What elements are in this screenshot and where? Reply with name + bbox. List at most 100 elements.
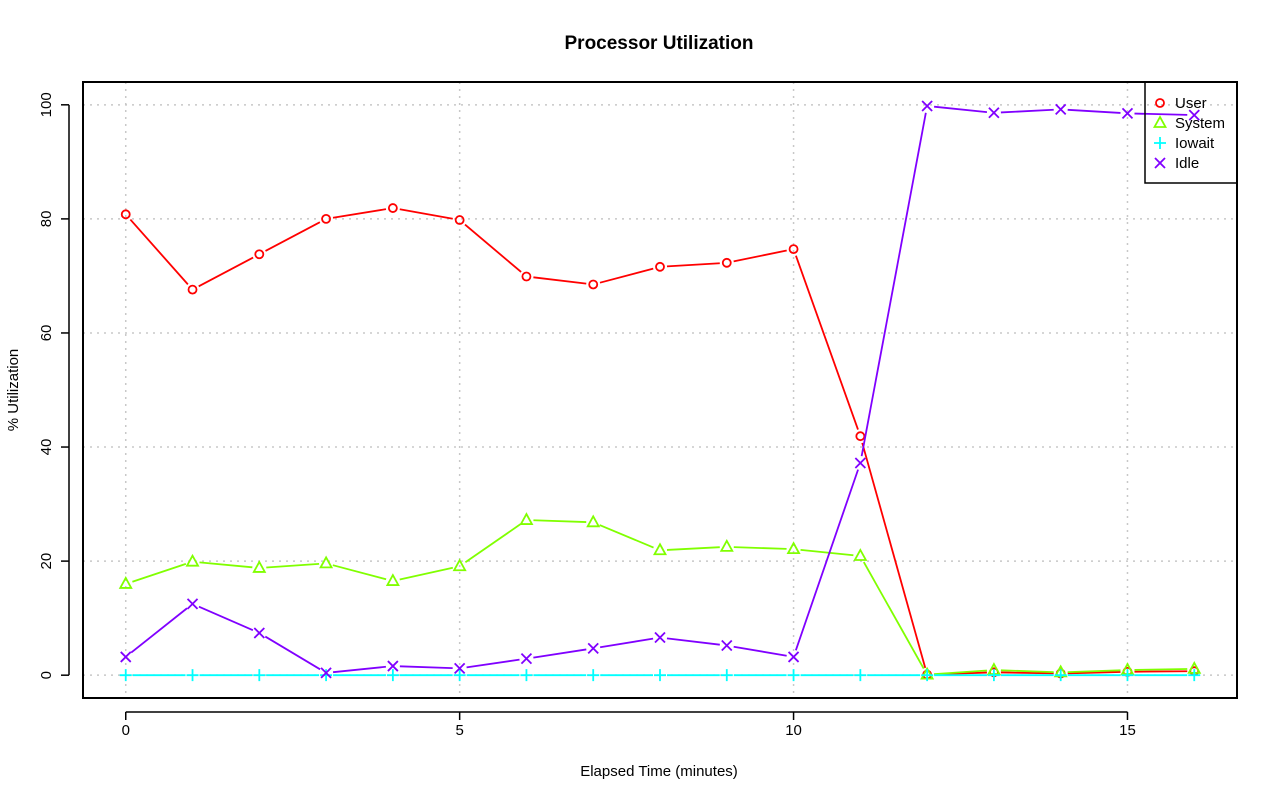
legend-label-system: System bbox=[1175, 115, 1225, 132]
series-system-point bbox=[786, 541, 801, 555]
series-iowait-point bbox=[587, 669, 600, 682]
series-system-point bbox=[185, 553, 200, 567]
series-system-segment bbox=[533, 519, 587, 523]
series-iowait-point bbox=[453, 669, 466, 682]
series-user-segment bbox=[666, 262, 720, 268]
legend-marker-system bbox=[1152, 115, 1168, 128]
series-iowait-point bbox=[987, 669, 1000, 682]
series-idle-point bbox=[787, 651, 800, 663]
series-iowait-point bbox=[520, 669, 533, 682]
series-idle-segment bbox=[399, 665, 453, 670]
y-axis-label: % Utilization bbox=[5, 349, 22, 432]
series-user-segment bbox=[265, 221, 321, 252]
series-idle-point bbox=[520, 653, 533, 665]
series-idle-point bbox=[1121, 107, 1134, 120]
series-idle-segment bbox=[264, 635, 321, 671]
legend-label-user: User bbox=[1175, 95, 1207, 112]
series-iowait-point bbox=[1054, 669, 1067, 682]
y-tick-label: 20 bbox=[38, 553, 55, 570]
series-user-segment bbox=[599, 267, 654, 284]
plot-frame bbox=[82, 81, 1238, 699]
legend-box bbox=[1144, 81, 1238, 184]
legend-label-idle: Idle bbox=[1175, 155, 1199, 172]
series-system-point bbox=[319, 555, 334, 569]
series-user-segment bbox=[533, 276, 587, 285]
series-idle-segment bbox=[733, 645, 787, 657]
legend-marker-idle bbox=[1154, 157, 1166, 169]
series-iowait bbox=[119, 669, 1201, 682]
series-idle-segment bbox=[198, 605, 254, 632]
series-system-segment bbox=[266, 562, 320, 569]
series-idle-segment bbox=[599, 637, 654, 649]
series-idle-point bbox=[1055, 103, 1067, 116]
series-idle-point bbox=[988, 107, 1000, 119]
series-iowait-point bbox=[854, 669, 867, 682]
x-tick-label: 0 bbox=[122, 722, 130, 739]
series-iowait-point bbox=[386, 669, 399, 682]
y-tick-label: 80 bbox=[38, 211, 55, 228]
series-system-segment bbox=[1134, 668, 1188, 671]
series-user-segment bbox=[795, 255, 859, 430]
x-axis-label: Elapsed Time (minutes) bbox=[580, 763, 738, 780]
series-system-segment bbox=[464, 523, 522, 564]
series-user-segment bbox=[399, 208, 453, 220]
series-user-segment bbox=[733, 249, 787, 263]
series-user-segment bbox=[129, 218, 189, 285]
legend-marker-user bbox=[1155, 98, 1165, 108]
series-system-segment bbox=[1000, 669, 1054, 673]
series-idle-point bbox=[587, 642, 599, 655]
series-idle-segment bbox=[860, 112, 927, 457]
series-idle-segment bbox=[934, 105, 988, 113]
series-idle-segment bbox=[332, 665, 386, 674]
series-idle-point bbox=[454, 662, 466, 674]
series-idle-point bbox=[387, 660, 399, 672]
series-idle-segment bbox=[1000, 108, 1054, 114]
axes: 0 5 10 15 0 20 40 60 80 100 bbox=[38, 92, 1136, 739]
series-iowait-point bbox=[1188, 669, 1201, 682]
legend-label-iowait: Iowait bbox=[1175, 135, 1215, 152]
series-system-segment bbox=[800, 548, 854, 557]
series-system-segment bbox=[666, 546, 720, 551]
series-user-segment bbox=[861, 442, 927, 669]
series-user-point bbox=[187, 284, 198, 295]
series-system-segment bbox=[132, 563, 187, 583]
series-system-segment bbox=[199, 561, 253, 569]
series-user-point bbox=[387, 203, 398, 213]
x-tick-label: 10 bbox=[785, 722, 802, 739]
series-idle-point bbox=[1188, 109, 1200, 121]
series-system-segment bbox=[1067, 669, 1121, 673]
series-user-segment bbox=[332, 208, 387, 219]
series-system-point bbox=[853, 548, 868, 561]
series-system-segment bbox=[399, 566, 454, 581]
series-system-point bbox=[586, 514, 601, 528]
series-system-point bbox=[719, 538, 734, 552]
series-system-point bbox=[252, 560, 267, 573]
series-idle-segment bbox=[1067, 108, 1121, 114]
series-iowait-point bbox=[1121, 669, 1134, 682]
y-tick-label: 60 bbox=[38, 325, 55, 342]
series-iowait-point bbox=[186, 669, 199, 682]
series-user bbox=[120, 203, 1200, 680]
series-user-point bbox=[254, 249, 265, 260]
x-tick-label: 15 bbox=[1119, 722, 1136, 739]
series-iowait-point bbox=[654, 669, 666, 682]
series-iowait-point bbox=[720, 669, 733, 682]
chart-title: Processor Utilization bbox=[565, 33, 754, 54]
series-user-segment bbox=[464, 223, 522, 273]
series-idle-segment bbox=[794, 469, 859, 651]
series-idle-point bbox=[320, 667, 332, 679]
series-user-point bbox=[454, 215, 465, 225]
series-user-point bbox=[655, 261, 665, 272]
series-idle-segment bbox=[533, 648, 587, 659]
series-system-segment bbox=[599, 524, 654, 549]
series-user-segment bbox=[1000, 671, 1054, 675]
legend-marker-iowait bbox=[1154, 137, 1166, 149]
series-idle-segment bbox=[466, 658, 520, 669]
series-system-point bbox=[452, 558, 467, 572]
series-idle-segment bbox=[130, 607, 188, 654]
series-idle-point bbox=[654, 631, 666, 644]
series-system bbox=[118, 512, 1202, 680]
series-idle-segment bbox=[1134, 112, 1188, 116]
legend: User System Iowait Idle bbox=[1144, 81, 1238, 184]
